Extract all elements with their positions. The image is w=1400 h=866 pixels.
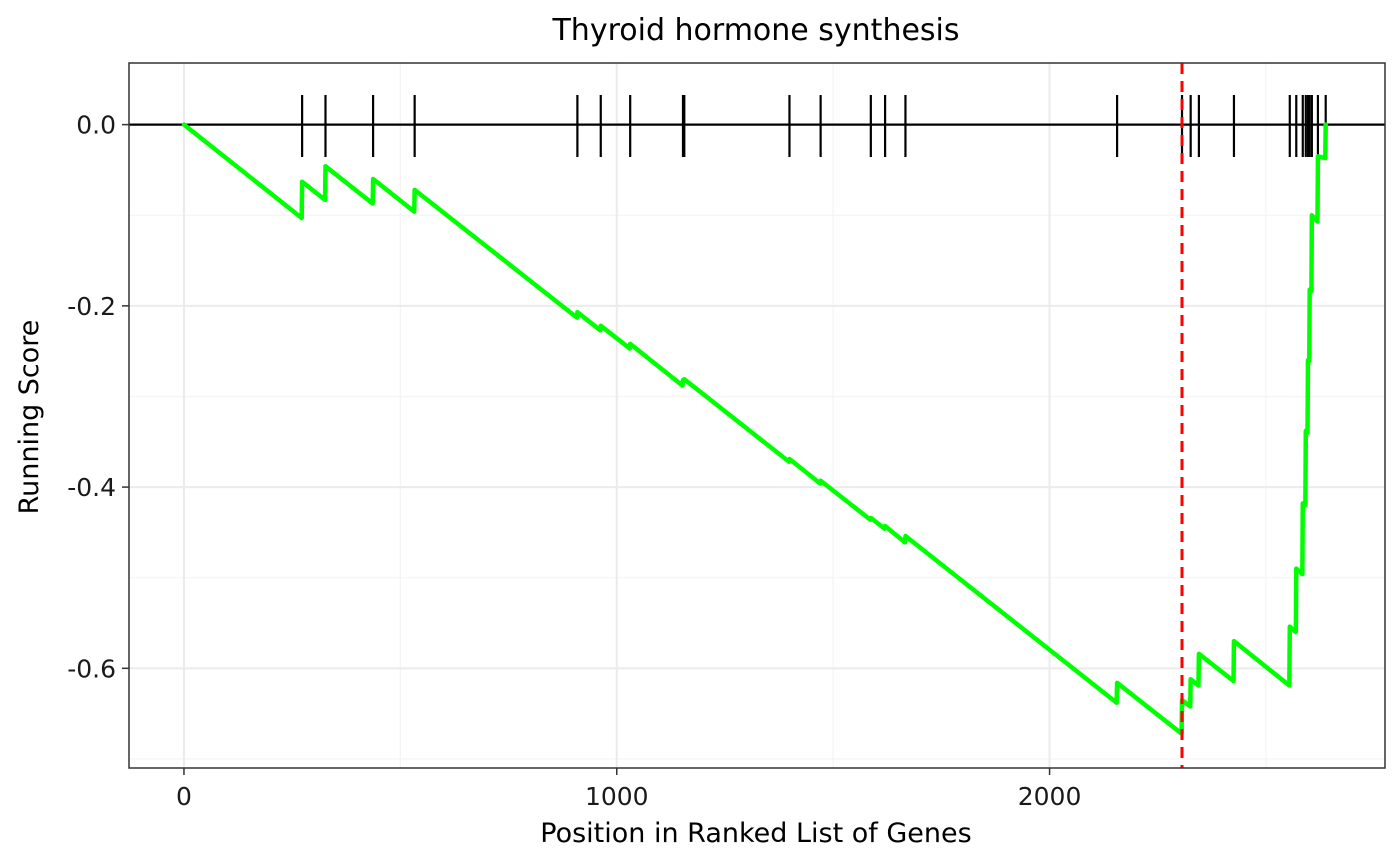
y-axis-title: Running Score [14,320,45,515]
chart-title: Thyroid hormone synthesis [551,13,959,48]
y-tick-label: 0.0 [76,111,116,140]
x-axis-title: Position in Ranked List of Genes [540,818,971,849]
running-score-line [181,122,1328,736]
panel-background [129,63,1385,768]
x-tick-label: 1000 [585,782,649,811]
y-tick-label: -0.4 [67,473,116,502]
y-tick-label: -0.2 [67,292,116,321]
x-tick-label: 0 [176,782,192,811]
plot-area: 0 1000 2000 0.0 -0.2 -0.4 -0.6 [67,62,1386,811]
y-tick-label: -0.6 [67,654,116,683]
x-tick-label: 2000 [1018,782,1082,811]
panel-border [128,62,1386,769]
